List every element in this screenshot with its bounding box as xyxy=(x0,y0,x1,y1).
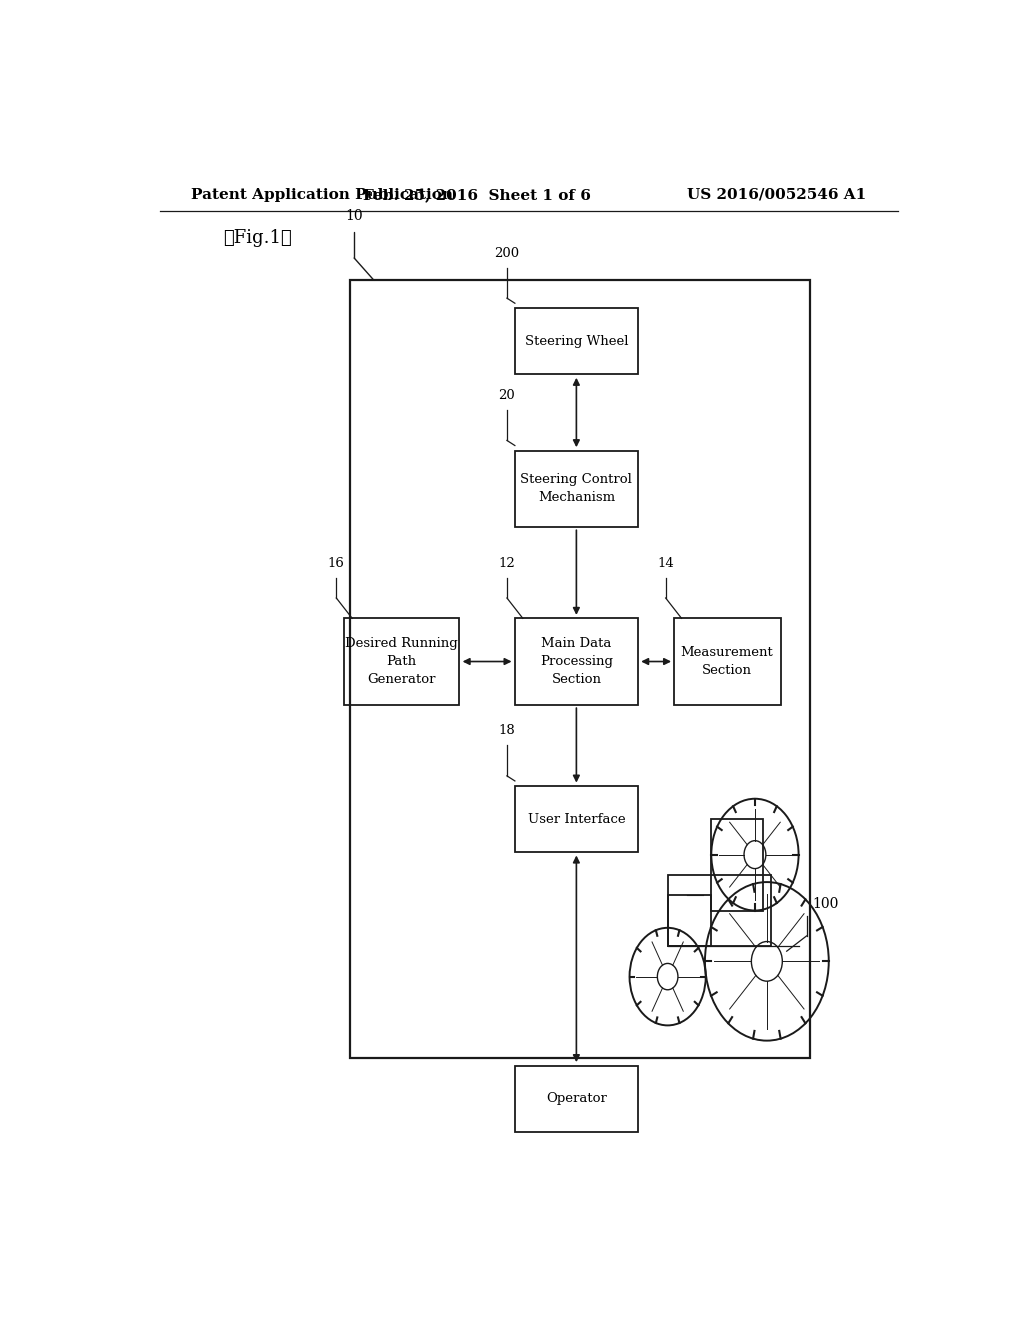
Bar xyxy=(515,1065,638,1131)
Text: Patent Application Publication: Patent Application Publication xyxy=(191,187,454,202)
Text: User Interface: User Interface xyxy=(527,813,626,825)
Text: 20: 20 xyxy=(499,389,515,401)
Bar xyxy=(674,618,780,705)
Bar xyxy=(350,280,811,1057)
Text: Feb. 25, 2016  Sheet 1 of 6: Feb. 25, 2016 Sheet 1 of 6 xyxy=(364,187,591,202)
Text: 【Fig.1】: 【Fig.1】 xyxy=(223,228,292,247)
Bar xyxy=(712,818,763,911)
Text: 18: 18 xyxy=(499,725,515,738)
Bar xyxy=(515,450,638,527)
Text: 14: 14 xyxy=(657,557,674,569)
Text: Operator: Operator xyxy=(546,1092,607,1105)
Text: 200: 200 xyxy=(495,247,519,260)
Text: 16: 16 xyxy=(328,557,345,569)
Text: Main Data
Processing
Section: Main Data Processing Section xyxy=(540,638,613,686)
Bar xyxy=(515,785,638,853)
Text: Steering Control
Mechanism: Steering Control Mechanism xyxy=(520,474,633,504)
Bar xyxy=(515,618,638,705)
Bar xyxy=(515,309,638,375)
Text: 12: 12 xyxy=(499,557,515,569)
Text: 10: 10 xyxy=(345,210,362,223)
Text: US 2016/0052546 A1: US 2016/0052546 A1 xyxy=(687,187,866,202)
Text: Steering Wheel: Steering Wheel xyxy=(524,335,628,348)
Text: 100: 100 xyxy=(812,896,839,911)
Text: Measurement
Section: Measurement Section xyxy=(681,645,773,677)
Bar xyxy=(344,618,460,705)
Text: Desired Running
Path
Generator: Desired Running Path Generator xyxy=(345,638,458,686)
Bar xyxy=(668,875,771,946)
